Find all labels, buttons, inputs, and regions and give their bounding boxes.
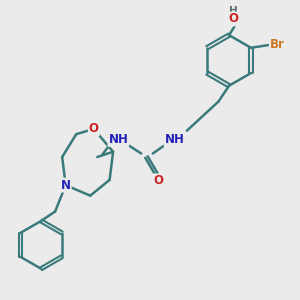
Text: NH: NH bbox=[108, 133, 128, 146]
Text: H: H bbox=[229, 6, 238, 16]
Text: Br: Br bbox=[270, 38, 285, 52]
Text: O: O bbox=[229, 13, 238, 26]
Text: N: N bbox=[61, 178, 71, 192]
Text: O: O bbox=[89, 122, 99, 135]
Text: O: O bbox=[154, 174, 164, 188]
Text: NH: NH bbox=[165, 133, 184, 146]
